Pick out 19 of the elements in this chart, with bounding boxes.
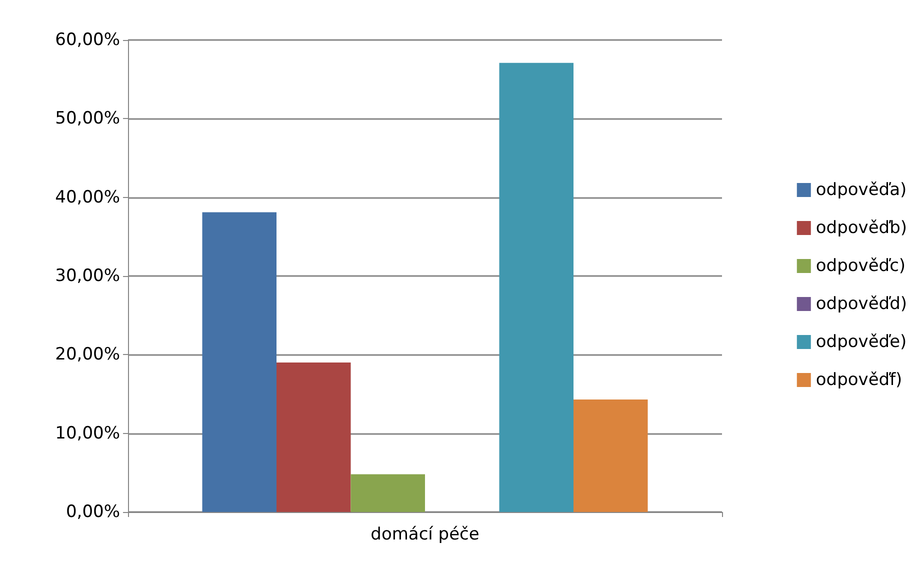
bar bbox=[202, 212, 276, 512]
bar bbox=[499, 62, 574, 512]
legend-label: odpověďe) bbox=[816, 332, 907, 352]
legend-label: odpověďd) bbox=[816, 294, 908, 314]
y-tick-label: 10,00% bbox=[55, 423, 120, 444]
legend-label: odpověďf) bbox=[816, 370, 902, 390]
y-tick-label: 60,00% bbox=[55, 30, 120, 50]
y-tick-label: 30,00% bbox=[55, 266, 120, 286]
y-tick-label: 40,00% bbox=[55, 187, 120, 208]
x-tick-label: domácí péče bbox=[370, 524, 480, 544]
bar bbox=[574, 400, 648, 512]
legend-label: odpověďb) bbox=[816, 218, 908, 238]
bar bbox=[350, 474, 425, 512]
y-tick-label: 20,00% bbox=[55, 344, 120, 365]
legend-label: odpověďc) bbox=[816, 256, 906, 276]
bar bbox=[276, 362, 351, 512]
y-tick-label: 50,00% bbox=[55, 108, 120, 129]
y-tick-label: 0,00% bbox=[66, 502, 120, 522]
legend-label: odpověďa) bbox=[816, 180, 907, 200]
